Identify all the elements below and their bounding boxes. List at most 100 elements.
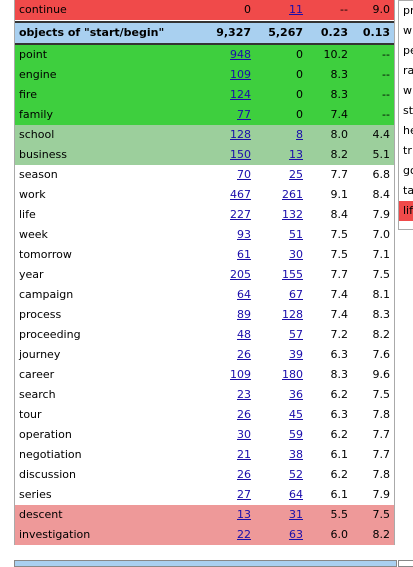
row-count-1-link[interactable]: 227: [230, 208, 251, 221]
row-count-1-cell[interactable]: 21: [200, 445, 255, 465]
row-count-1-link[interactable]: 30: [237, 428, 251, 441]
row-count-1-cell[interactable]: 26: [200, 405, 255, 425]
row-count-2-cell[interactable]: 155: [255, 265, 307, 285]
row-count-2-link[interactable]: 128: [282, 308, 303, 321]
row-count-2-link[interactable]: 31: [289, 508, 303, 521]
row-count-2-cell[interactable]: 57: [255, 325, 307, 345]
row-count-1-link[interactable]: 150: [230, 148, 251, 161]
row-count-1-cell[interactable]: 30: [200, 425, 255, 445]
row-count-1-cell[interactable]: 948: [200, 44, 255, 65]
row-count-2-link[interactable]: 45: [289, 408, 303, 421]
row-count-2-cell[interactable]: 128: [255, 305, 307, 325]
row-count-1-cell[interactable]: 109: [200, 365, 255, 385]
row-count-2-cell[interactable]: 39: [255, 345, 307, 365]
row-count-1-link[interactable]: 26: [237, 348, 251, 361]
row-count-1-cell[interactable]: 128: [200, 125, 255, 145]
row-count-2-cell[interactable]: 45: [255, 405, 307, 425]
row-count-1-cell[interactable]: 70: [200, 165, 255, 185]
row-count-2-link[interactable]: 180: [282, 368, 303, 381]
row-count-1-link[interactable]: 64: [237, 288, 251, 301]
row-count-2-cell[interactable]: 180: [255, 365, 307, 385]
row-count-2-cell[interactable]: 132: [255, 205, 307, 225]
row-count-2-cell[interactable]: 52: [255, 465, 307, 485]
row-count-1-link[interactable]: 109: [230, 368, 251, 381]
row-count-2-link[interactable]: 13: [289, 148, 303, 161]
row-count-1-cell[interactable]: 150: [200, 145, 255, 165]
row-count-1-link[interactable]: 109: [230, 68, 251, 81]
row-count-2-cell[interactable]: 13: [255, 145, 307, 165]
row-count-2-cell[interactable]: 11: [255, 0, 307, 20]
row-count-2-cell[interactable]: 30: [255, 245, 307, 265]
row-count-1-cell[interactable]: 26: [200, 465, 255, 485]
row-count-2-link[interactable]: 64: [289, 488, 303, 501]
row-count-2-cell[interactable]: 25: [255, 165, 307, 185]
row-count-1-link[interactable]: 948: [230, 48, 251, 61]
row-count-2-link[interactable]: 51: [289, 228, 303, 241]
row-count-1-cell[interactable]: 93: [200, 225, 255, 245]
row-count-2-link[interactable]: 261: [282, 188, 303, 201]
row-count-1-link[interactable]: 21: [237, 448, 251, 461]
row-count-1-cell[interactable]: 89: [200, 305, 255, 325]
row-count-2-cell[interactable]: 8: [255, 125, 307, 145]
row-count-1-cell[interactable]: 27: [200, 485, 255, 505]
row-count-2-cell[interactable]: 59: [255, 425, 307, 445]
row-count-1-link[interactable]: 128: [230, 128, 251, 141]
row-count-1-cell[interactable]: 205: [200, 265, 255, 285]
row-count-2-link[interactable]: 36: [289, 388, 303, 401]
row-count-1-cell[interactable]: 22: [200, 525, 255, 545]
row-count-1-cell[interactable]: 227: [200, 205, 255, 225]
row-count-1-link[interactable]: 26: [237, 408, 251, 421]
row-count-1-cell[interactable]: 61: [200, 245, 255, 265]
row-count-1-cell[interactable]: 124: [200, 85, 255, 105]
row-count-2-link[interactable]: 132: [282, 208, 303, 221]
row-count-1-link[interactable]: 27: [237, 488, 251, 501]
row-count-1-cell[interactable]: 77: [200, 105, 255, 125]
row-count-1-link[interactable]: 77: [237, 108, 251, 121]
row-count-2-link[interactable]: 67: [289, 288, 303, 301]
row-count-2-link[interactable]: 8: [296, 128, 303, 141]
row-count-2-link[interactable]: 155: [282, 268, 303, 281]
row-count-1-link[interactable]: 89: [237, 308, 251, 321]
row-count-1-cell[interactable]: 64: [200, 285, 255, 305]
row-count-2-cell[interactable]: 51: [255, 225, 307, 245]
row-count-1-cell[interactable]: 109: [200, 65, 255, 85]
row-count-1-cell[interactable]: 48: [200, 325, 255, 345]
row-count-1-link[interactable]: 22: [237, 528, 251, 541]
row-count-1-cell[interactable]: 26: [200, 345, 255, 365]
row-count-1-link[interactable]: 70: [237, 168, 251, 181]
row-count-1-link[interactable]: 205: [230, 268, 251, 281]
row-count-2-cell[interactable]: 67: [255, 285, 307, 305]
row-count-2-cell[interactable]: 63: [255, 525, 307, 545]
row-count-1-link[interactable]: 467: [230, 188, 251, 201]
table-row: work 467 261 9.1 8.4: [15, 185, 394, 205]
row-count-2-cell[interactable]: 38: [255, 445, 307, 465]
row-count-2-cell[interactable]: 64: [255, 485, 307, 505]
row-count-2-link[interactable]: 11: [289, 3, 303, 16]
row-count-1-link[interactable]: 23: [237, 388, 251, 401]
row-count-2-link[interactable]: 57: [289, 328, 303, 341]
side-table-bottom: [398, 560, 413, 567]
row-count-2-link[interactable]: 59: [289, 428, 303, 441]
row-count-1-link[interactable]: 124: [230, 88, 251, 101]
row-count-1-cell[interactable]: 13: [200, 505, 255, 525]
row-count-2-cell[interactable]: 31: [255, 505, 307, 525]
row-count-2-link[interactable]: 30: [289, 248, 303, 261]
row-count-1-cell[interactable]: 467: [200, 185, 255, 205]
row-count-1-link[interactable]: 61: [237, 248, 251, 261]
row-count-1-link[interactable]: 93: [237, 228, 251, 241]
row-word: descent: [15, 505, 200, 525]
row-count-2-cell[interactable]: 261: [255, 185, 307, 205]
row-count-2-link[interactable]: 25: [289, 168, 303, 181]
row-count-2-link[interactable]: 39: [289, 348, 303, 361]
row-count-2-link[interactable]: 63: [289, 528, 303, 541]
table-row: fire 124 0 8.3 --: [15, 85, 394, 105]
row-count-1-link[interactable]: 13: [237, 508, 251, 521]
row-word: school: [15, 125, 200, 145]
row-count-1-link[interactable]: 26: [237, 468, 251, 481]
row-count-2-link[interactable]: 38: [289, 448, 303, 461]
row-count-2-cell[interactable]: 36: [255, 385, 307, 405]
row-count-2-link[interactable]: 52: [289, 468, 303, 481]
row-count-1-link[interactable]: 48: [237, 328, 251, 341]
table-row: journey 26 39 6.3 7.6: [15, 345, 394, 365]
row-count-1-cell[interactable]: 23: [200, 385, 255, 405]
